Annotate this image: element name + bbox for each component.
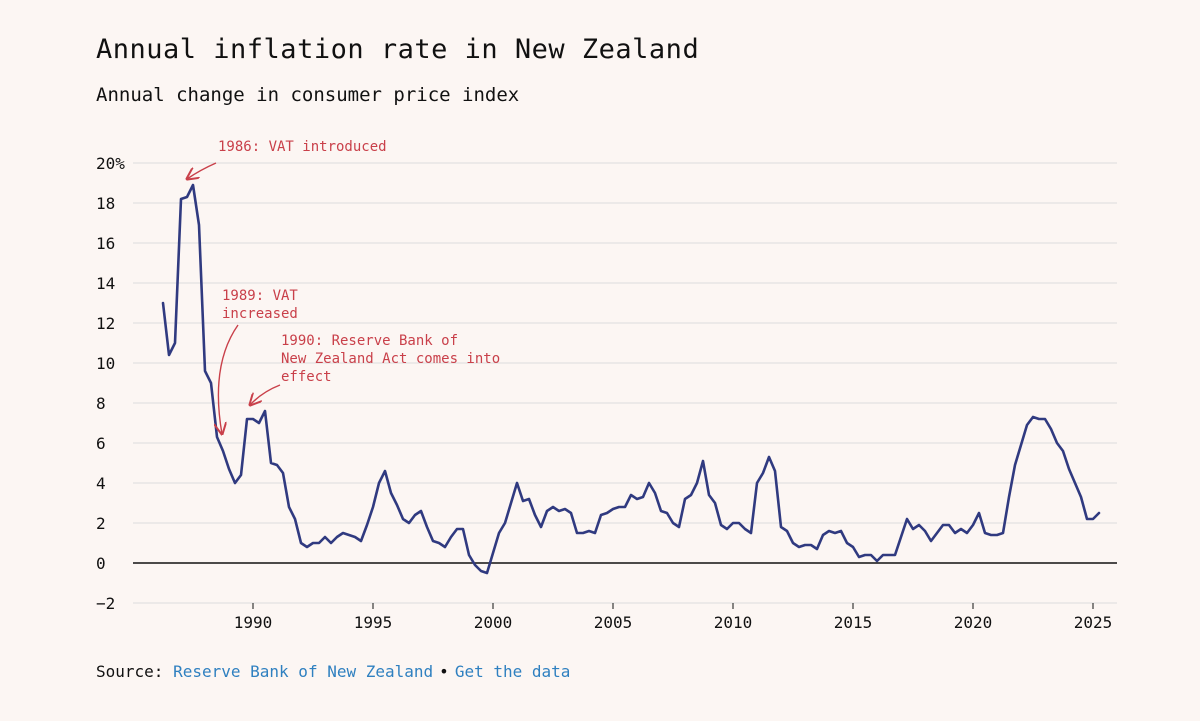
y-tick-label: 14: [96, 274, 115, 293]
x-tick-label: 2005: [594, 613, 633, 632]
y-tick-label: 8: [96, 394, 106, 413]
series-line-inflation: [161, 183, 1101, 575]
annotation-arrow-vat-introduced: [187, 162, 217, 179]
y-tick-label: 10: [96, 354, 115, 373]
x-tick-label: 2020: [954, 613, 993, 632]
y-tick-label: 0: [96, 554, 106, 573]
annotation-text-rbnz-act: effect: [281, 369, 332, 385]
x-tick-label: 2010: [714, 613, 753, 632]
source-label: Source:: [96, 662, 164, 681]
x-tick-label: 2025: [1074, 613, 1113, 632]
source-separator: •: [439, 662, 449, 681]
annotation-arrow-vat-increased: [218, 324, 239, 434]
get-data-link[interactable]: Get the data: [454, 662, 571, 681]
annotation-text-vat-increased: increased: [222, 306, 298, 322]
y-tick-label: 12: [96, 314, 115, 333]
x-tick-label: 1990: [234, 613, 273, 632]
y-tick-label: 16: [96, 234, 115, 253]
x-tick-label: 2015: [834, 613, 873, 632]
annotation-arrow-rbnz-act: [250, 384, 281, 405]
annotation-text-rbnz-act: New Zealand Act comes into: [281, 351, 500, 367]
y-tick-label: 18: [96, 194, 115, 213]
y-tick-label: 4: [96, 474, 106, 493]
y-tick-label: 6: [96, 434, 106, 453]
annotation-text-vat-introduced: 1986: VAT introduced: [218, 139, 387, 155]
annotation-text-vat-increased: 1989: VAT: [222, 288, 298, 304]
source-link[interactable]: Reserve Bank of New Zealand: [173, 662, 434, 681]
chart-subtitle: Annual change in consumer price index: [96, 84, 520, 106]
y-tick-label: −2: [96, 594, 115, 613]
chart-title: Annual inflation rate in New Zealand: [96, 34, 700, 65]
x-tick-label: 1995: [354, 613, 393, 632]
y-tick-label: 2: [96, 514, 106, 533]
x-tick-label: 2000: [474, 613, 513, 632]
source-line: Source: Reserve Bank of New Zealand • Get …: [96, 662, 570, 681]
annotation-text-rbnz-act: 1990: Reserve Bank of: [281, 333, 458, 349]
y-tick-label: 20%: [96, 154, 125, 173]
